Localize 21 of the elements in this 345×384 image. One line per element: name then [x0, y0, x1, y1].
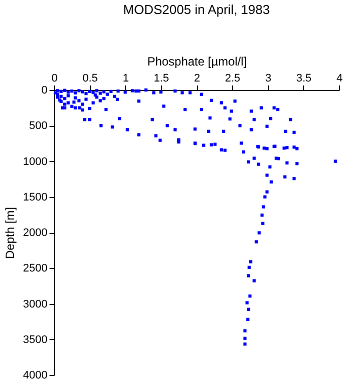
x-tick-label: 0 [51, 72, 58, 84]
y-tick-label: 1000 [23, 156, 48, 168]
x-tick-label: 3.5 [296, 72, 312, 84]
x-tick-label: 1 [122, 72, 129, 84]
x-tick-label: 4 [336, 72, 343, 84]
x-tick-label: 0.5 [82, 72, 98, 84]
y-tick-label: 2000 [23, 227, 48, 239]
x-axis-title: Phosphate [µmol/l] [147, 54, 247, 68]
y-tick-label: 4000 [23, 370, 48, 382]
y-axis-title: Depth [m] [3, 206, 18, 260]
y-tick-label: 3000 [23, 298, 48, 310]
y-tick-label: 3500 [23, 334, 48, 346]
y-tick-label: 0 [41, 84, 48, 96]
x-tick-label: 2 [194, 72, 200, 84]
chart-title: MODS2005 in April, 1983 [123, 2, 270, 17]
x-tick-label: 2.5 [224, 72, 240, 84]
x-tick-label: 3 [265, 72, 272, 84]
y-tick-label: 500 [29, 120, 48, 132]
y-tick-label: 2500 [23, 262, 48, 275]
x-tick-label: 1.5 [154, 72, 170, 84]
y-tick-label: 1500 [23, 191, 48, 204]
